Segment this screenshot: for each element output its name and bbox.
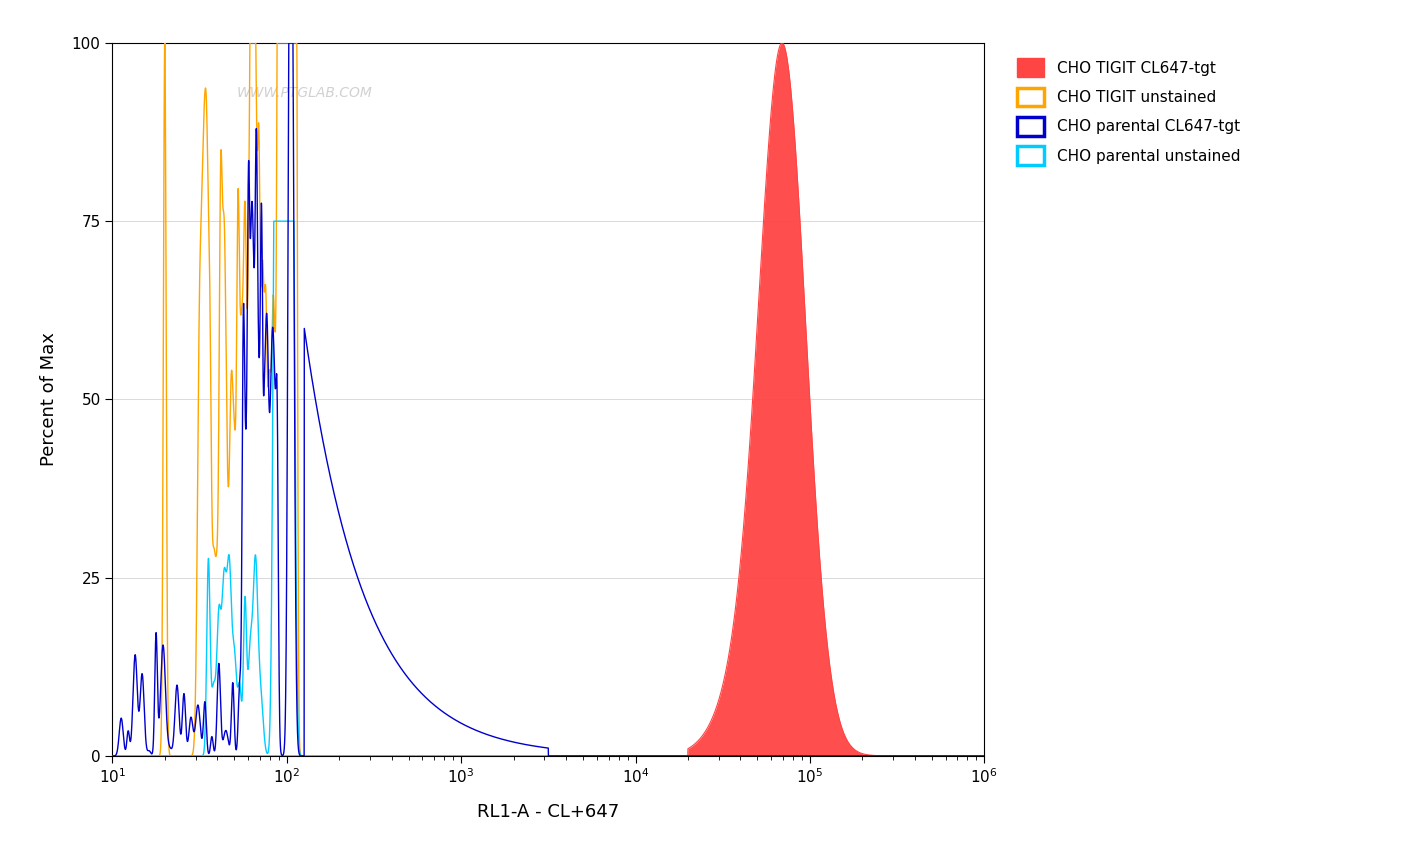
X-axis label: RL1-A - CL+647: RL1-A - CL+647 (477, 803, 620, 821)
Y-axis label: Percent of Max: Percent of Max (39, 332, 58, 466)
Text: WWW.PTGLAB.COM: WWW.PTGLAB.COM (236, 86, 373, 100)
Legend: CHO TIGIT CL647-tgt, CHO TIGIT unstained, CHO parental CL647-tgt, CHO parental u: CHO TIGIT CL647-tgt, CHO TIGIT unstained… (1010, 51, 1247, 173)
